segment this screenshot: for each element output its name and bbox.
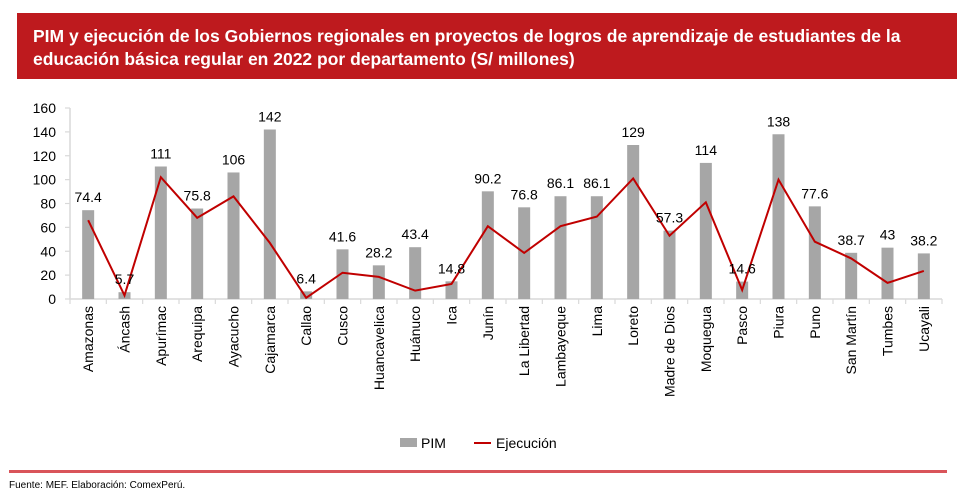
- bar-pim: [590, 196, 603, 299]
- x-category-label: La Libertad: [516, 306, 532, 376]
- bar-pim: [881, 247, 894, 299]
- footer-divider: [9, 470, 947, 473]
- bar-pim: [409, 247, 422, 299]
- data-label: 77.6: [801, 185, 828, 201]
- x-category-label: San Martín: [843, 306, 859, 374]
- chart-title: PIM y ejecución de los Gobiernos regiona…: [33, 26, 901, 69]
- bar-pim: [554, 196, 567, 299]
- data-label: 138: [767, 113, 791, 129]
- data-label: 38.7: [838, 232, 865, 248]
- data-label: 106: [222, 151, 246, 167]
- x-category-label: Moquegua: [698, 306, 714, 372]
- data-label: 129: [621, 124, 645, 140]
- data-label: 14.6: [729, 261, 756, 277]
- data-label: 5.7: [115, 271, 135, 287]
- x-category-label: Piura: [771, 306, 787, 339]
- x-category-label: Junín: [480, 306, 496, 340]
- x-category-label: Tumbes: [880, 306, 896, 356]
- y-tick-label: 60: [40, 219, 56, 235]
- bar-pim: [227, 172, 240, 299]
- bar-pim: [845, 252, 858, 299]
- x-category-label: Callao: [298, 306, 314, 346]
- x-category-label: Ica: [444, 306, 460, 325]
- line-ejecucion: [87, 175, 925, 300]
- y-tick-label: 140: [33, 124, 57, 140]
- data-label: 43.4: [402, 226, 429, 242]
- bar-pim: [154, 166, 167, 299]
- bar-pim: [663, 230, 676, 299]
- data-label: 38.2: [910, 232, 937, 248]
- legend-swatch-pim: [400, 438, 417, 447]
- data-label: 86.1: [583, 175, 610, 191]
- x-category-label: Madre de Dios: [662, 306, 678, 397]
- title-banner: [17, 13, 957, 79]
- x-category-label: Cusco: [335, 306, 351, 346]
- source-note: Fuente: MEF. Elaboración: ComexPerú.: [9, 480, 186, 491]
- data-label: 28.2: [365, 244, 392, 260]
- x-category-label: Arequipa: [189, 306, 205, 362]
- x-category-label: Apurímac: [153, 306, 169, 366]
- data-label: 111: [150, 145, 171, 161]
- bar-pim: [627, 145, 640, 299]
- x-category-label: Ucayali: [916, 306, 932, 352]
- bar-pim: [699, 162, 712, 299]
- bar-pim: [445, 281, 458, 299]
- y-tick-label: 0: [48, 291, 56, 307]
- bar-pim: [808, 206, 821, 299]
- bar-pim: [336, 249, 349, 299]
- y-tick-label: 80: [40, 196, 56, 212]
- data-label: 41.6: [329, 228, 356, 244]
- data-label: 86.1: [547, 175, 574, 191]
- x-category-label: Amazonas: [80, 306, 96, 372]
- x-category-label: Lima: [589, 306, 605, 337]
- x-category-label: Loreto: [625, 306, 641, 346]
- legend-label-pim: PIM: [421, 435, 446, 451]
- x-category-label: Huancavelica: [371, 306, 387, 390]
- data-label: 75.8: [184, 188, 211, 204]
- x-category-label: Huánuco: [407, 306, 423, 362]
- bar-pim: [300, 291, 313, 299]
- bar-pim: [191, 208, 204, 299]
- x-category-label: Pasco: [734, 306, 750, 345]
- data-label: 90.2: [474, 170, 501, 186]
- data-label: 74.4: [75, 189, 102, 205]
- data-label: 14.8: [438, 260, 465, 276]
- y-tick-label: 20: [40, 267, 56, 283]
- x-category-label: Áncash: [117, 306, 133, 353]
- data-label: 43: [880, 227, 896, 243]
- bar-pim: [772, 134, 785, 299]
- x-category-label: Ayacucho: [226, 306, 242, 367]
- legend-label-ejecucion: Ejecución: [496, 435, 557, 451]
- bar-pim: [481, 191, 494, 299]
- y-tick-label: 160: [33, 100, 57, 116]
- data-label: 6.4: [296, 270, 316, 286]
- x-category-label: Cajamarca: [262, 306, 278, 374]
- x-category-label: Lambayeque: [553, 306, 569, 387]
- data-label: 142: [258, 108, 282, 124]
- y-tick-label: 120: [33, 148, 57, 164]
- bar-pim: [82, 210, 95, 299]
- y-tick-label: 40: [40, 243, 56, 259]
- bar-pim: [263, 129, 276, 299]
- y-tick-label: 100: [33, 172, 57, 188]
- data-label: 57.3: [656, 210, 683, 226]
- data-label: 114: [695, 142, 718, 158]
- data-label: 76.8: [511, 186, 538, 202]
- x-category-label: Puno: [807, 306, 823, 339]
- bar-pim: [372, 265, 385, 299]
- bar-pim: [917, 253, 930, 299]
